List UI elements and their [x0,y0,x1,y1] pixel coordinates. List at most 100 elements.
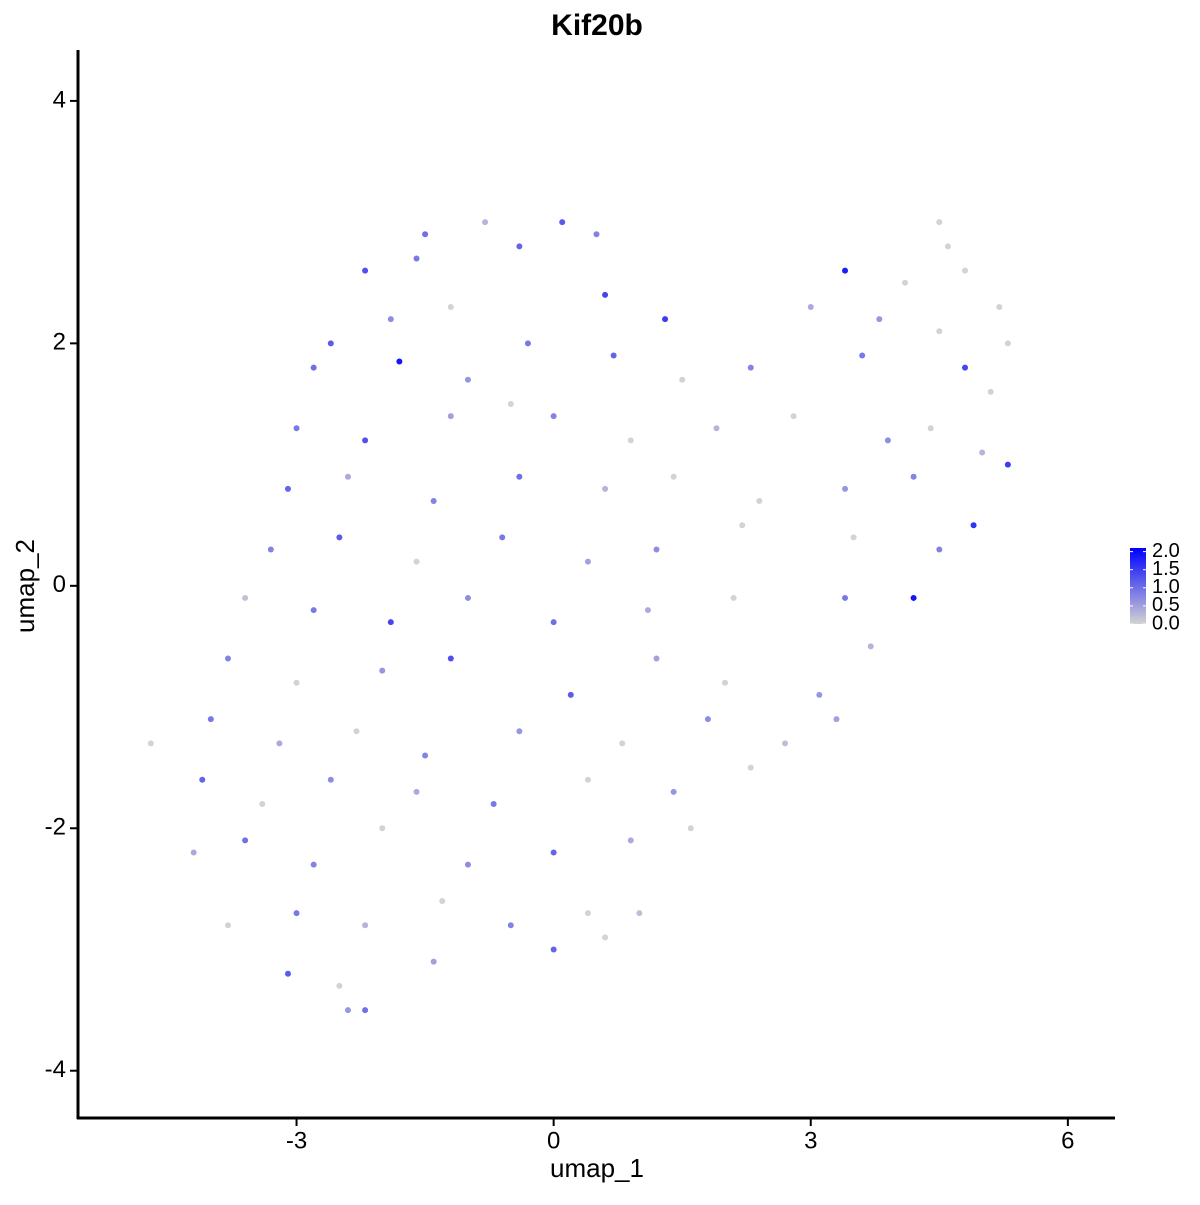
point [344,473,351,480]
point [507,922,514,929]
point [336,534,343,541]
point [259,801,266,808]
point [464,376,471,383]
point [550,946,557,953]
point [422,231,429,238]
point [687,825,694,832]
point [413,255,420,262]
point [422,752,429,759]
point [507,400,514,407]
point [336,982,343,989]
point [550,413,557,420]
point [293,679,300,686]
point [944,243,951,250]
point [842,267,849,274]
point [439,898,446,905]
point [267,546,274,553]
point [224,655,231,662]
point [190,849,197,856]
point [353,728,360,735]
point [627,437,634,444]
point [387,316,394,323]
point [859,352,866,359]
point [842,485,849,492]
point [713,425,720,432]
y-tick-label: 4 [53,86,66,113]
point [653,546,660,553]
point [310,364,317,371]
point [644,607,651,614]
colorbar-label: 2.0 [1152,540,1180,562]
point [679,376,686,383]
point [782,740,789,747]
point [362,267,369,274]
point [619,740,626,747]
point [387,619,394,626]
colorbar-label: 1.5 [1152,558,1180,580]
point [833,716,840,723]
point [284,485,291,492]
point [567,691,574,698]
colorbar-label: 1.0 [1152,576,1180,598]
point [516,243,523,250]
point [447,303,454,310]
point [327,776,334,783]
point [636,910,643,917]
point [516,728,523,735]
point [516,473,523,480]
point [147,740,154,747]
y-tick-label: 2 [53,329,66,356]
point [739,522,746,529]
point [550,619,557,626]
colorbar-label: 0.0 [1152,612,1180,634]
point [430,497,437,504]
point [902,279,909,286]
point [293,910,300,917]
point [413,788,420,795]
point [584,910,591,917]
x-tick-label: 6 [1061,1127,1074,1154]
point [362,437,369,444]
point [224,922,231,929]
x-tick-label: 0 [547,1127,560,1154]
point [730,594,737,601]
point [327,340,334,347]
point [593,231,600,238]
point [499,534,506,541]
y-tick-label: -4 [45,1056,66,1083]
point [850,534,857,541]
point [362,922,369,929]
point [747,764,754,771]
point [1004,461,1011,468]
point [910,473,917,480]
point [662,316,669,323]
colorbar [1130,548,1146,624]
point [362,1007,369,1014]
point [653,655,660,662]
y-axis-label: umap_2 [10,539,40,633]
point [627,837,634,844]
point [293,425,300,432]
point [884,437,891,444]
point [927,425,934,432]
point [936,219,943,226]
point [962,364,969,371]
x-tick-label: -3 [286,1127,307,1154]
point [790,413,797,420]
point [936,328,943,335]
point [559,219,566,226]
point [276,740,283,747]
point [310,861,317,868]
point [242,594,249,601]
point [550,849,557,856]
point [584,776,591,783]
point [910,594,917,601]
x-tick-label: 3 [804,1127,817,1154]
point [756,497,763,504]
point [602,485,609,492]
point [996,303,1003,310]
y-tick-label: 0 [53,571,66,598]
point [962,267,969,274]
point [670,788,677,795]
